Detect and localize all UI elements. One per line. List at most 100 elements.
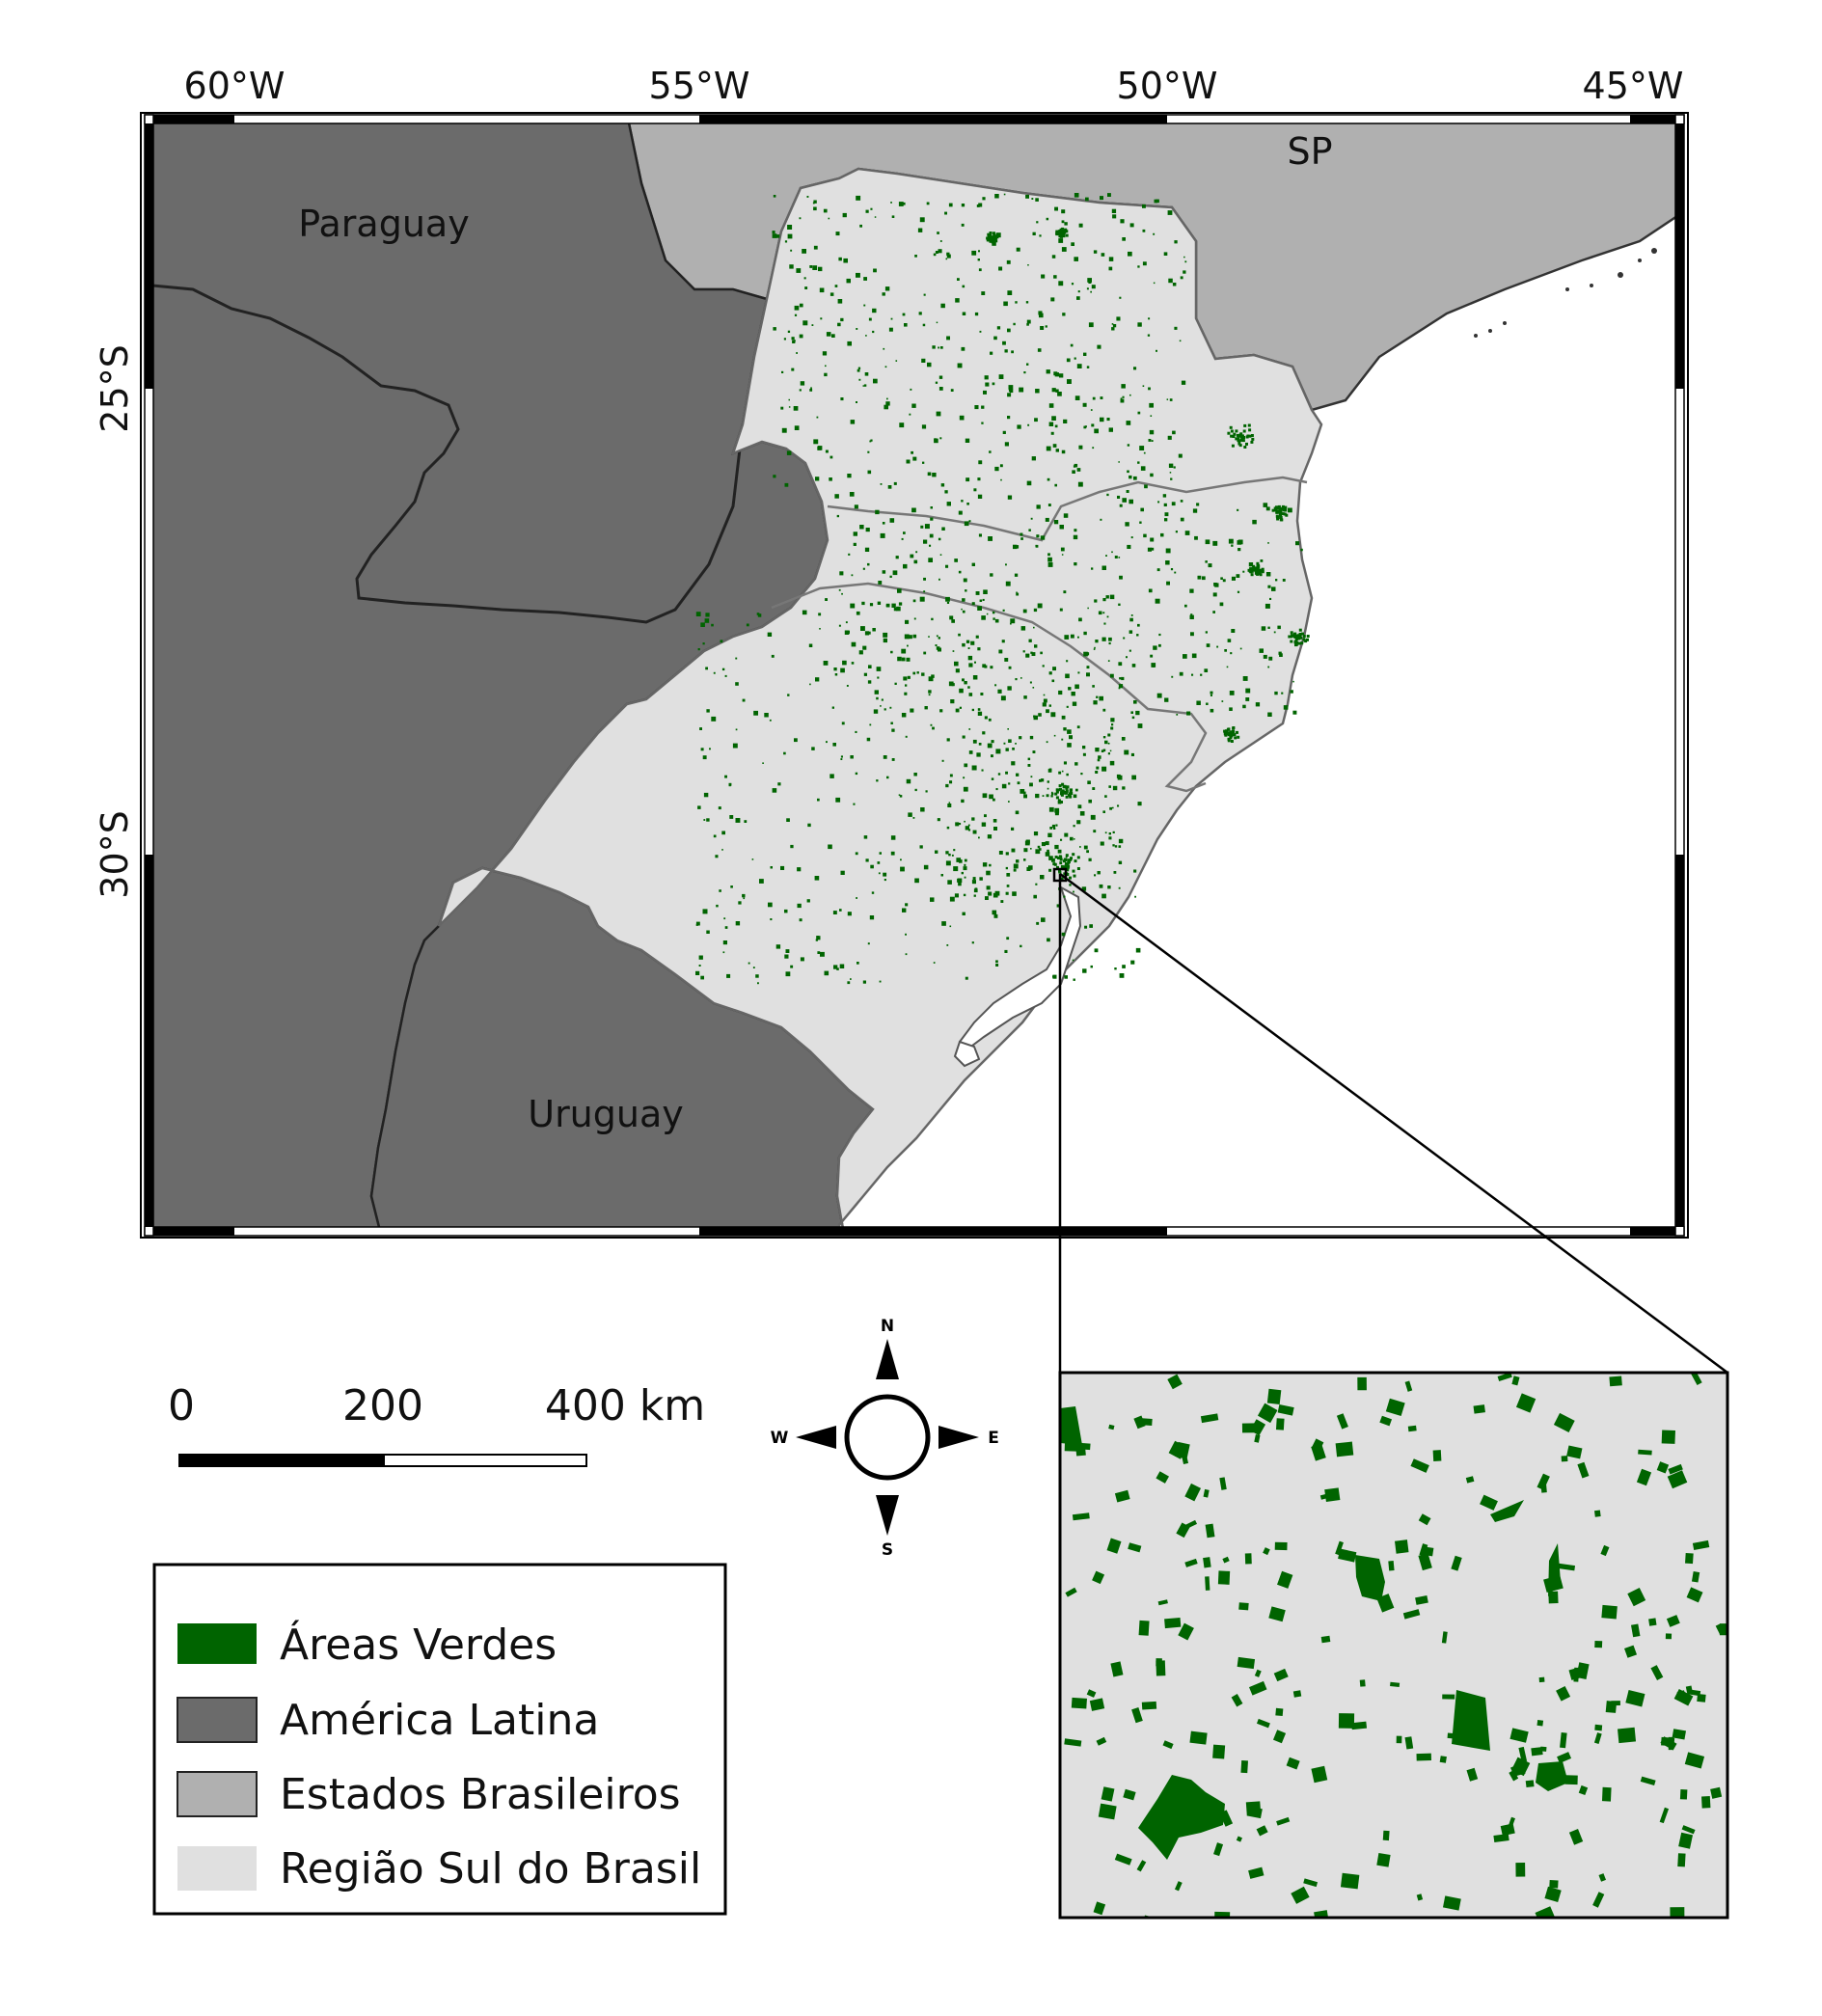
- inset-frame: [1058, 1371, 1729, 1920]
- green-area-speck: [1102, 810, 1105, 813]
- green-area-speck: [1051, 824, 1055, 828]
- green-area-speck: [982, 598, 985, 601]
- green-area-cluster-speck: [1056, 865, 1059, 869]
- paraguay-border: [152, 284, 745, 624]
- green-area-speck: [954, 558, 958, 562]
- green-area-speck: [1190, 632, 1194, 637]
- green-area-speck: [793, 406, 799, 411]
- green-area-speck: [987, 834, 993, 839]
- green-area-speck: [1059, 608, 1063, 612]
- green-area-speck: [838, 624, 841, 627]
- green-area-speck: [872, 308, 877, 313]
- green-area-speck: [715, 855, 719, 858]
- green-area-speck: [938, 537, 941, 541]
- green-area-speck: [991, 777, 994, 780]
- green-area-speck: [1166, 581, 1170, 586]
- green-area-speck: [1126, 421, 1131, 425]
- green-area-speck: [1095, 771, 1099, 774]
- green-area-speck: [882, 570, 886, 574]
- green-area-speck: [816, 416, 819, 419]
- green-area-speck: [1051, 679, 1055, 683]
- green-area-speck: [783, 338, 786, 341]
- green-area-speck: [1047, 938, 1050, 942]
- green-area-speck: [775, 944, 781, 949]
- inset-green-patch: [1415, 1594, 1428, 1605]
- green-area-speck: [1158, 633, 1161, 637]
- green-area-speck: [698, 965, 701, 967]
- green-area-speck: [1064, 222, 1068, 226]
- green-area-speck: [1111, 327, 1115, 331]
- green-area-speck: [1210, 691, 1213, 695]
- inset-green-patch: [1553, 1412, 1575, 1432]
- green-area-cluster-speck: [1300, 641, 1304, 645]
- green-area-speck: [905, 619, 910, 624]
- green-area-speck: [883, 755, 887, 759]
- green-area-speck: [799, 918, 802, 922]
- green-area-speck: [925, 790, 928, 793]
- green-area-speck: [902, 313, 906, 316]
- green-area-speck: [1242, 676, 1248, 681]
- green-area-speck: [812, 202, 815, 204]
- inset-green-patch: [1564, 1775, 1578, 1785]
- green-area-speck: [1190, 613, 1193, 616]
- green-area-speck: [945, 851, 949, 855]
- green-area-speck: [884, 286, 890, 291]
- green-area-speck: [1236, 574, 1240, 578]
- green-area-speck: [883, 872, 887, 877]
- green-area-speck: [951, 854, 954, 857]
- green-area-speck: [1226, 666, 1229, 668]
- green-area-speck: [1274, 691, 1278, 695]
- green-area-speck: [1019, 736, 1022, 740]
- green-area-speck: [1020, 944, 1022, 948]
- green-area-speck: [919, 596, 925, 602]
- green-area-speck: [695, 612, 701, 616]
- green-area-speck: [1102, 736, 1106, 739]
- green-area-speck: [1107, 742, 1110, 745]
- green-area-speck: [1111, 723, 1114, 726]
- green-area-speck: [962, 598, 965, 602]
- green-area-speck: [1012, 748, 1015, 750]
- green-area-speck: [840, 667, 845, 673]
- green-area-speck: [977, 711, 983, 716]
- inset-green-patch: [1274, 1541, 1288, 1551]
- green-area-speck: [1036, 534, 1040, 538]
- green-area-speck: [1046, 446, 1051, 451]
- green-area-speck: [946, 601, 950, 604]
- green-area-speck: [1046, 369, 1050, 374]
- green-area-speck: [989, 794, 993, 800]
- green-area-speck: [962, 642, 965, 647]
- inset-green-patch: [1089, 1698, 1105, 1711]
- green-area-speck: [962, 678, 965, 682]
- green-area-speck: [1137, 802, 1142, 806]
- green-area-speck: [809, 683, 811, 686]
- green-area-speck: [1279, 653, 1283, 657]
- inset-green-patch: [1681, 1825, 1696, 1835]
- inset-green-patch: [1685, 1553, 1694, 1565]
- inset-green-patch: [1092, 1570, 1105, 1585]
- inset-green-patch: [1715, 1623, 1725, 1635]
- inset-green-patch: [1162, 1740, 1174, 1750]
- green-area-speck: [1292, 710, 1297, 715]
- green-area-speck: [1064, 832, 1069, 837]
- green-area-speck: [948, 681, 954, 687]
- green-area-cluster-speck: [1054, 792, 1058, 796]
- green-area-speck: [1010, 622, 1012, 625]
- pr-sc-border: [827, 476, 1308, 542]
- green-area-speck: [1281, 692, 1284, 695]
- green-area-speck: [838, 588, 841, 591]
- inset-green-patch: [1556, 1686, 1571, 1702]
- green-area-cluster-speck: [1069, 795, 1073, 799]
- green-area-speck: [1091, 567, 1094, 570]
- green-area-speck: [1056, 904, 1060, 908]
- green-area-cluster-speck: [1238, 444, 1242, 448]
- inset-green-patch: [1214, 1911, 1231, 1918]
- green-area-speck: [1127, 444, 1130, 447]
- green-area-speck: [1125, 522, 1129, 527]
- green-area-speck: [1109, 806, 1112, 810]
- inset-green-patch: [1248, 1866, 1265, 1879]
- inset-green-patch: [1710, 1786, 1723, 1799]
- green-area-speck: [1267, 712, 1272, 717]
- green-area-speck: [975, 635, 979, 639]
- green-area-speck: [888, 327, 893, 332]
- green-area-speck: [1126, 656, 1128, 659]
